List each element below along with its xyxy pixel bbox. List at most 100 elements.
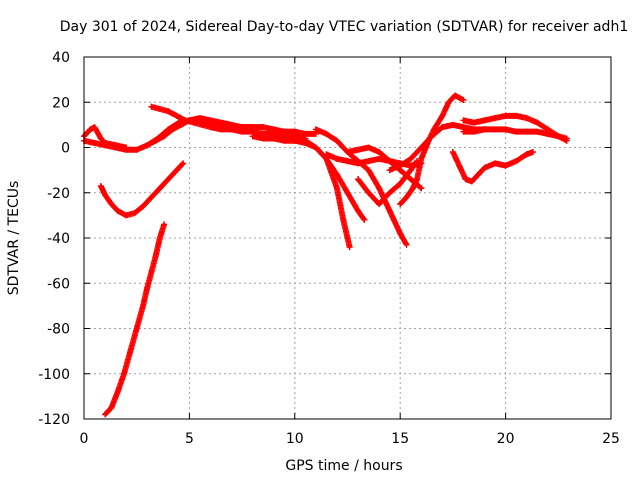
- data-point: [156, 235, 163, 241]
- data-point: [169, 126, 176, 133]
- data-point: [156, 106, 163, 113]
- data-point: [131, 210, 138, 217]
- x-tick-labels: 0 5 10 15 20 25: [80, 431, 620, 447]
- data-point: [91, 124, 98, 131]
- y-tick-label: -20: [47, 186, 70, 202]
- data-point: [414, 176, 421, 183]
- data-point: [492, 115, 499, 122]
- series-trace-5: [97, 160, 187, 219]
- data-point: [156, 185, 163, 192]
- data-point: [260, 135, 267, 142]
- series-trace-17: [460, 126, 570, 142]
- data-point: [333, 185, 340, 192]
- data-point: [333, 137, 340, 144]
- y-tick-label: -120: [38, 412, 70, 428]
- data-point: [409, 185, 416, 192]
- x-tick-label: 5: [185, 431, 194, 447]
- data-point: [470, 128, 477, 135]
- data-point: [386, 167, 393, 174]
- data-point: [407, 155, 414, 162]
- data-point: [207, 124, 214, 131]
- data-point: [407, 167, 414, 174]
- data-point: [133, 146, 140, 153]
- data-point: [460, 96, 467, 103]
- data-point: [355, 146, 362, 153]
- data-point: [555, 133, 562, 140]
- data-point: [468, 178, 475, 185]
- data-point: [218, 119, 225, 126]
- data-point: [456, 162, 463, 169]
- data-point: [218, 126, 225, 133]
- data-point: [108, 404, 115, 411]
- data-point: [344, 158, 351, 165]
- data-point: [102, 192, 109, 199]
- data-point: [365, 167, 372, 174]
- data-point: [513, 158, 520, 165]
- data-point: [239, 124, 246, 131]
- y-tick-label: 0: [61, 141, 70, 157]
- data-point: [144, 284, 151, 291]
- data-point: [428, 133, 435, 140]
- x-tick-label: 15: [391, 431, 409, 447]
- series-markers: [460, 126, 570, 142]
- data-point: [502, 126, 509, 133]
- data-point: [112, 142, 119, 149]
- data-point: [102, 139, 109, 146]
- series-markers: [102, 221, 168, 418]
- data-point: [281, 137, 288, 144]
- data-point: [513, 112, 520, 119]
- data-point: [228, 121, 235, 128]
- data-point: [481, 164, 488, 171]
- data-point: [397, 180, 404, 187]
- series-trace-8: [281, 128, 368, 223]
- data-point: [492, 160, 499, 167]
- data-point: [418, 155, 425, 162]
- y-axis-label: SDTVAR / TECUs: [6, 181, 22, 296]
- data-point: [397, 201, 404, 208]
- data-point: [173, 167, 180, 174]
- data-point: [481, 126, 488, 133]
- data-point: [340, 216, 347, 223]
- data-point: [249, 124, 256, 131]
- data-point: [121, 370, 128, 377]
- data-point: [449, 121, 456, 128]
- data-point: [161, 133, 168, 140]
- data-point: [523, 128, 530, 135]
- series-trace-6: [102, 221, 168, 418]
- series-trace-15: [449, 149, 537, 185]
- data-point: [260, 124, 267, 131]
- data-point: [355, 160, 362, 167]
- data-point: [445, 99, 452, 106]
- data-point: [418, 144, 425, 151]
- data-point: [165, 108, 172, 115]
- y-tick-label: 20: [52, 95, 70, 111]
- data-point: [418, 185, 425, 192]
- data-point: [523, 151, 530, 158]
- data-point: [344, 149, 351, 156]
- data-point: [439, 112, 446, 119]
- data-point: [152, 253, 159, 260]
- x-tick-label: 0: [80, 431, 89, 447]
- data-point: [403, 241, 410, 248]
- data-point: [152, 137, 159, 144]
- data-point: [312, 126, 319, 133]
- data-point: [355, 207, 362, 214]
- data-point: [403, 194, 410, 201]
- series-trace-2: [81, 124, 130, 151]
- data-point: [270, 135, 277, 142]
- y-tick-label: -100: [38, 367, 70, 383]
- data-point: [196, 115, 203, 122]
- x-axis-label: GPS time / hours: [285, 458, 402, 474]
- data-point: [534, 119, 541, 126]
- x-tick-label: 25: [602, 431, 620, 447]
- data-point: [439, 124, 446, 131]
- data-point: [460, 117, 467, 124]
- data-point: [544, 130, 551, 137]
- series-markers: [397, 92, 467, 208]
- data-point: [376, 185, 383, 192]
- data-point: [397, 230, 404, 237]
- data-point: [114, 388, 121, 395]
- data-point: [127, 348, 134, 355]
- data-point: [323, 151, 330, 158]
